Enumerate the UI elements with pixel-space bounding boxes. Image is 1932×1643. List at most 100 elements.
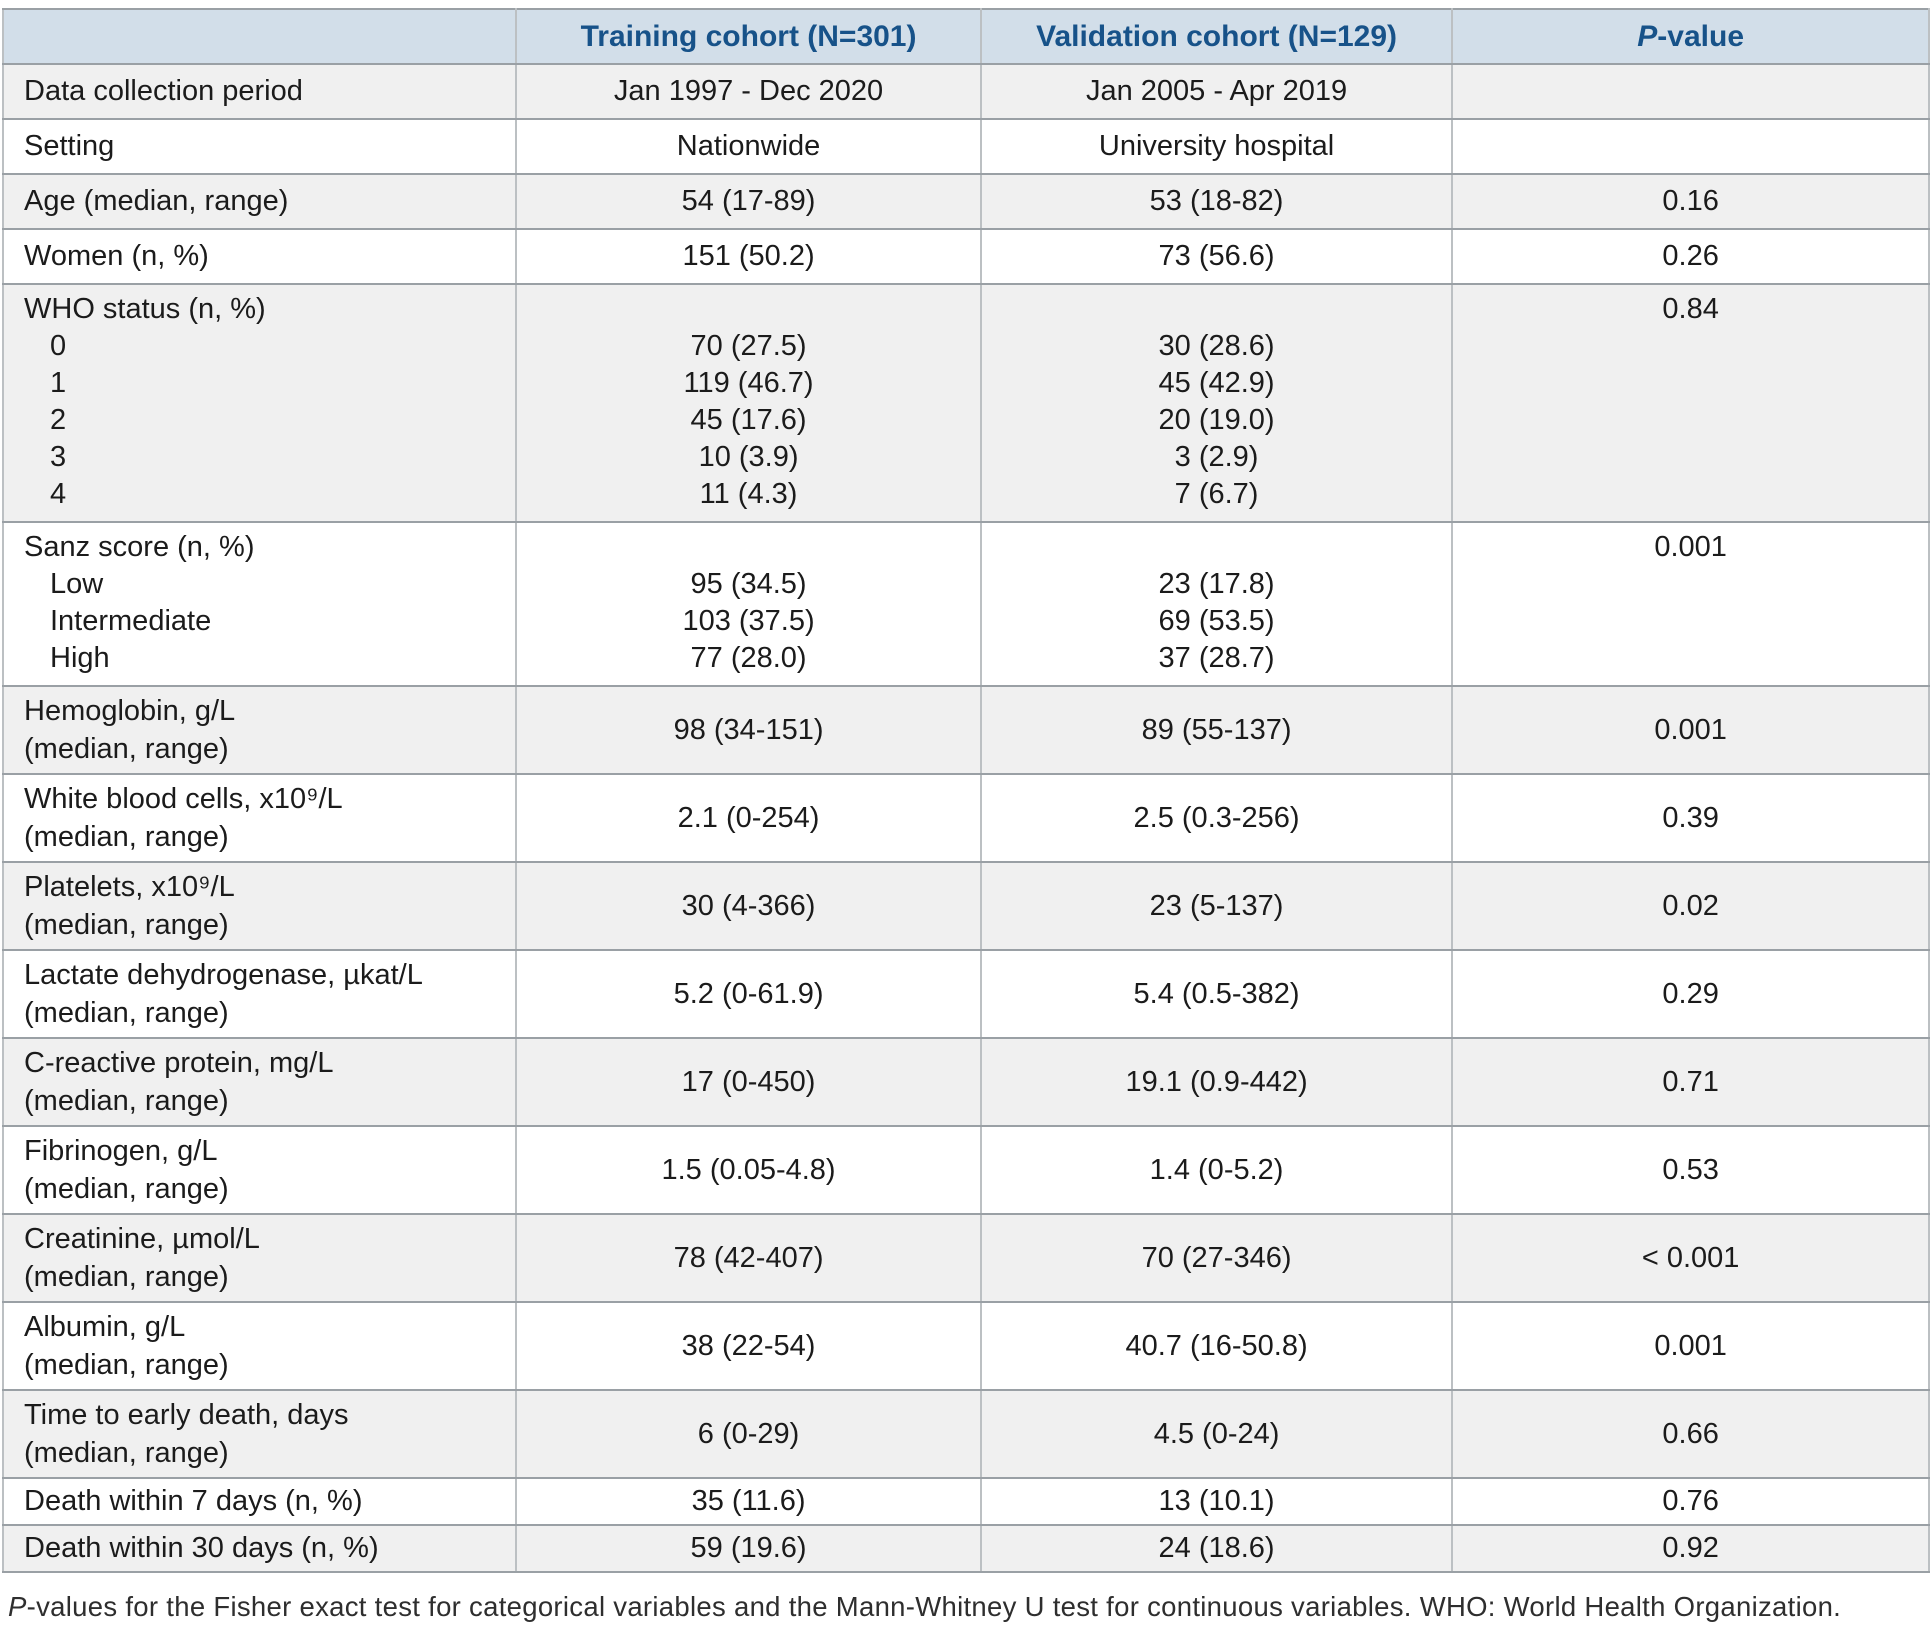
p-value-cell: 0.92 [1451, 1524, 1930, 1573]
row-label: Sanz score (n, %) [24, 531, 255, 563]
column-header-pvalue: P-value [1451, 8, 1930, 65]
validation-value-cell: 23 (17.8) 69 (53.5) 37 (28.7) [979, 521, 1454, 687]
table-row-albumin: Albumin, g/L (median, range) 38 (22-54) … [1, 1301, 1930, 1391]
row-label-cell: WHO status (n, %) 0 1 2 3 4 [1, 283, 518, 523]
validation-value-cell: 40.7 (16-50.8) [979, 1301, 1454, 1391]
table-row-age: Age (median, range) 54 (17-89) 53 (18-82… [1, 173, 1930, 230]
table-row-women: Women (n, %) 151 (50.2) 73 (56.6) 0.26 [1, 228, 1930, 285]
column-header-training: Training cohort (N=301) [515, 8, 982, 65]
sub-item-value: 45 (17.6) [690, 404, 807, 436]
validation-value-cell: 30 (28.6) 45 (42.9) 20 (19.0) 3 (2.9) 7 … [979, 283, 1454, 523]
sub-item-value: 95 (34.5) [690, 568, 807, 600]
sub-item-label: 0 [50, 330, 67, 362]
p-value-cell [1451, 118, 1930, 175]
footnote-text: -values for the Fisher exact test for ca… [26, 1591, 1842, 1622]
row-sublabel: (median, range) [24, 1261, 229, 1293]
training-value-cell: 35 (11.6) [515, 1477, 982, 1526]
row-sublabel: (median, range) [24, 1349, 229, 1381]
table-footnote: P-values for the Fisher exact test for c… [2, 1587, 1930, 1627]
p-value-cell: 0.53 [1451, 1125, 1930, 1215]
row-label-cell: White blood cells, x10⁹/L (median, range… [1, 773, 518, 863]
row-label: WHO status (n, %) [24, 293, 266, 325]
p-value-cell: 0.16 [1451, 173, 1930, 230]
row-label-cell: Time to early death, days (median, range… [1, 1389, 518, 1479]
table-row-creatinine: Creatinine, µmol/L (median, range) 78 (4… [1, 1213, 1930, 1303]
validation-value-cell: Jan 2005 - Apr 2019 [979, 63, 1454, 120]
table-row-white-blood-cells: White blood cells, x10⁹/L (median, range… [1, 773, 1930, 863]
row-label: Albumin, g/L [24, 1311, 186, 1343]
p-value-cell: 0.76 [1451, 1477, 1930, 1526]
p-value-cell: 0.001 [1451, 1301, 1930, 1391]
p-value-cell: 0.66 [1451, 1389, 1930, 1479]
sub-item-label: 4 [50, 478, 67, 510]
p-value-cell: 0.84 [1451, 283, 1930, 523]
sub-item-label: 3 [50, 441, 67, 473]
row-label-cell: Sanz score (n, %) Low Intermediate High [1, 521, 518, 687]
training-value-cell: 54 (17-89) [515, 173, 982, 230]
table-row-fibrinogen: Fibrinogen, g/L (median, range) 1.5 (0.0… [1, 1125, 1930, 1215]
sub-item-value: 77 (28.0) [690, 642, 807, 674]
validation-value-cell: 13 (10.1) [979, 1477, 1454, 1526]
p-value-cell: 0.02 [1451, 861, 1930, 951]
row-label-cell: C-reactive protein, mg/L (median, range) [1, 1037, 518, 1127]
training-value-cell: 70 (27.5) 119 (46.7) 45 (17.6) 10 (3.9) … [515, 283, 982, 523]
sub-item-label: 2 [50, 404, 67, 436]
row-sublabel: (median, range) [24, 1173, 229, 1205]
validation-value-cell: 89 (55-137) [979, 685, 1454, 775]
p-value-cell: 0.29 [1451, 949, 1930, 1039]
table-row-time-to-early-death: Time to early death, days (median, range… [1, 1389, 1930, 1479]
table-row-setting: Setting Nationwide University hospital [1, 118, 1930, 175]
validation-value-cell: 4.5 (0-24) [979, 1389, 1454, 1479]
row-label-cell: Data collection period [1, 63, 518, 120]
p-value: 0.84 [1662, 293, 1719, 325]
validation-value-cell: 23 (5-137) [979, 861, 1454, 951]
row-label: Time to early death, days [24, 1399, 349, 1431]
row-label: Platelets, x10⁹/L [24, 871, 235, 903]
sub-item-value: 11 (4.3) [699, 478, 798, 510]
row-label-cell: Women (n, %) [1, 228, 518, 285]
row-sublabel: (median, range) [24, 733, 229, 765]
training-value-cell: 5.2 (0-61.9) [515, 949, 982, 1039]
spacer [988, 291, 1445, 328]
p-value-cell: 0.71 [1451, 1037, 1930, 1127]
sub-item-value: 37 (28.7) [1158, 642, 1275, 674]
training-value-cell: Jan 1997 - Dec 2020 [515, 63, 982, 120]
cohort-comparison-table: Training cohort (N=301) Validation cohor… [1, 8, 1930, 1573]
training-value-cell: 151 (50.2) [515, 228, 982, 285]
sub-item-value: 45 (42.9) [1158, 367, 1275, 399]
validation-value-cell: 5.4 (0.5-382) [979, 949, 1454, 1039]
table-row-sanz-score: Sanz score (n, %) Low Intermediate High … [1, 521, 1930, 687]
sub-item-label: High [50, 642, 110, 674]
table-header: Training cohort (N=301) Validation cohor… [1, 8, 1930, 65]
row-label-cell: Lactate dehydrogenase, µkat/L (median, r… [1, 949, 518, 1039]
validation-value-cell: 2.5 (0.3-256) [979, 773, 1454, 863]
validation-value-cell: 24 (18.6) [979, 1524, 1454, 1573]
column-header-empty [1, 8, 518, 65]
table-row-c-reactive-protein: C-reactive protein, mg/L (median, range)… [1, 1037, 1930, 1127]
row-sublabel: (median, range) [24, 1085, 229, 1117]
row-label-cell: Albumin, g/L (median, range) [1, 1301, 518, 1391]
column-header-validation: Validation cohort (N=129) [979, 8, 1454, 65]
row-label: Fibrinogen, g/L [24, 1135, 218, 1167]
training-value-cell: 17 (0-450) [515, 1037, 982, 1127]
row-sublabel: (median, range) [24, 1437, 229, 1469]
table-row-who-status: WHO status (n, %) 0 1 2 3 4 70 (27.5) 11… [1, 283, 1930, 523]
table-row-hemoglobin: Hemoglobin, g/L (median, range) 98 (34-1… [1, 685, 1930, 775]
spacer [523, 291, 974, 328]
p-value-cell: 0.001 [1451, 685, 1930, 775]
training-value-cell: 78 (42-407) [515, 1213, 982, 1303]
sub-item-value: 20 (19.0) [1158, 404, 1275, 436]
table-row-data-collection: Data collection period Jan 1997 - Dec 20… [1, 63, 1930, 120]
training-value-cell: Nationwide [515, 118, 982, 175]
sub-item-value: 3 (2.9) [1174, 441, 1259, 473]
row-label-cell: Age (median, range) [1, 173, 518, 230]
sub-item-value: 30 (28.6) [1158, 330, 1275, 362]
training-value-cell: 2.1 (0-254) [515, 773, 982, 863]
pvalue-rest: -value [1657, 20, 1745, 53]
sub-item-value: 69 (53.5) [1158, 605, 1275, 637]
footnote-italic-p: P [8, 1591, 27, 1622]
validation-value-cell: University hospital [979, 118, 1454, 175]
sub-item-value: 10 (3.9) [698, 441, 799, 473]
training-value-cell: 1.5 (0.05-4.8) [515, 1125, 982, 1215]
